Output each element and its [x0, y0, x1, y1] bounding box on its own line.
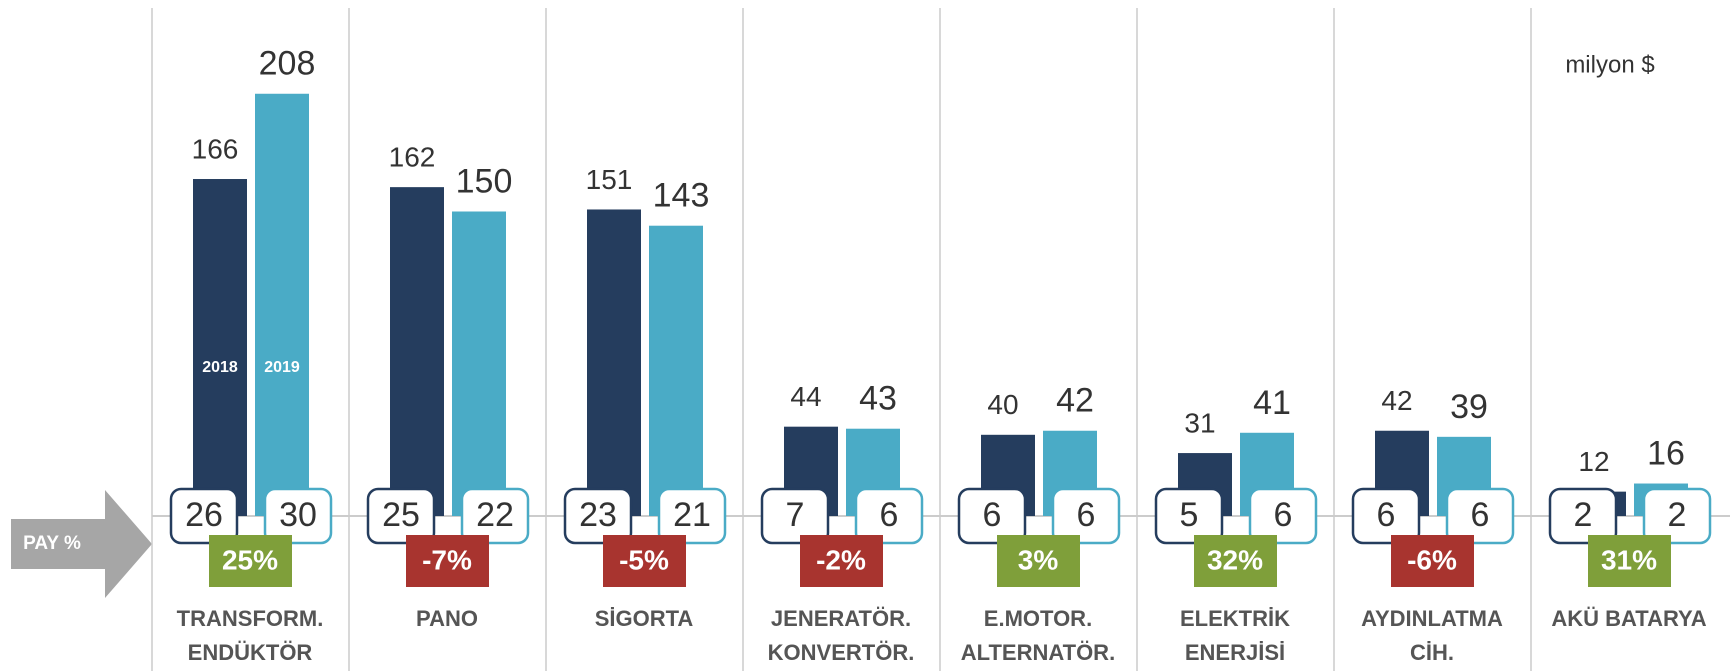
change-label: 31% — [1601, 544, 1657, 575]
share-value: 6 — [1471, 496, 1490, 534]
category-label: ALTERNATÖR. — [961, 640, 1115, 665]
bar — [193, 179, 247, 516]
value-label: 166 — [192, 133, 239, 164]
category-label: SİGORTA — [595, 606, 694, 631]
share-value: 2 — [1668, 496, 1687, 534]
category-label: ENERJİSİ — [1185, 640, 1285, 665]
legend-label: 2018 — [202, 359, 238, 376]
category-label: CİH. — [1410, 640, 1454, 665]
value-label: 143 — [653, 177, 710, 215]
chart: PAY % milyon $ 166262083025%TRANSFORM.EN… — [0, 0, 1730, 671]
value-label: 42 — [1056, 382, 1094, 420]
category-label: KONVERTÖR. — [768, 640, 915, 665]
unit-label: milyon $ — [1565, 51, 1654, 78]
change-label: -5% — [619, 544, 669, 575]
legend-label: 2019 — [264, 359, 300, 376]
category-label: ELEKTRİK — [1180, 606, 1290, 631]
share-label: PAY % — [23, 533, 81, 554]
value-label: 162 — [389, 142, 436, 173]
share-value: 2 — [1574, 496, 1593, 534]
share-value: 5 — [1180, 496, 1199, 534]
bar — [255, 94, 309, 516]
share-value: 7 — [786, 496, 805, 534]
share-value: 6 — [1377, 496, 1396, 534]
category-label: E.MOTOR. — [984, 606, 1092, 631]
change-label: 32% — [1207, 544, 1263, 575]
value-label: 16 — [1647, 435, 1685, 473]
change-label: 3% — [1018, 544, 1059, 575]
share-value: 21 — [673, 496, 711, 534]
value-label: 151 — [586, 164, 633, 195]
bar — [452, 212, 506, 517]
change-label: -7% — [422, 544, 472, 575]
category-label: PANO — [416, 606, 478, 631]
value-label: 43 — [859, 380, 897, 418]
value-label: 150 — [456, 162, 513, 200]
value-label: 40 — [987, 389, 1018, 420]
value-label: 41 — [1253, 384, 1291, 422]
change-label: -6% — [1407, 544, 1457, 575]
share-value: 6 — [880, 496, 899, 534]
category-label: AYDINLATMA — [1361, 606, 1503, 631]
share-value: 23 — [579, 496, 617, 534]
category-label: AKÜ BATARYA — [1551, 606, 1706, 631]
share-value: 26 — [185, 496, 223, 534]
share-value: 6 — [983, 496, 1002, 534]
category-label: JENERATÖR. — [771, 606, 911, 631]
change-label: -2% — [816, 544, 866, 575]
share-value: 6 — [1077, 496, 1096, 534]
value-label: 44 — [790, 381, 821, 412]
category-label: TRANSFORM. — [177, 606, 324, 631]
value-label: 39 — [1450, 388, 1488, 426]
value-label: 208 — [259, 45, 316, 83]
bar — [390, 187, 444, 516]
share-value: 25 — [382, 496, 420, 534]
share-value: 6 — [1274, 496, 1293, 534]
value-label: 12 — [1578, 446, 1609, 477]
value-label: 31 — [1184, 407, 1215, 438]
change-label: 25% — [222, 544, 278, 575]
category-label: ENDÜKTÖR — [188, 640, 313, 665]
value-label: 42 — [1381, 385, 1412, 416]
share-value: 22 — [476, 496, 514, 534]
share-value: 30 — [279, 496, 317, 534]
bar — [587, 209, 641, 516]
bar — [649, 226, 703, 516]
